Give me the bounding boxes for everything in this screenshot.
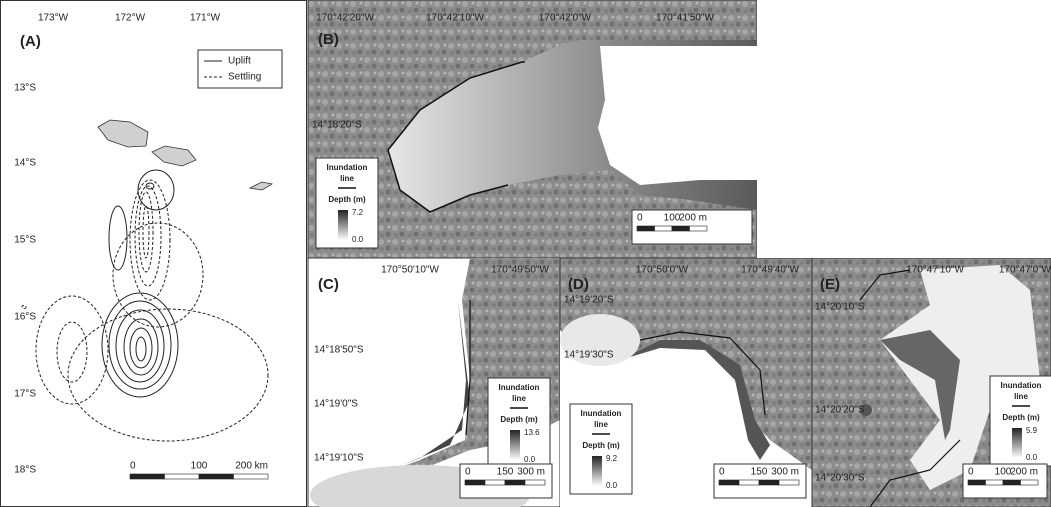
scale-segment <box>986 480 1004 485</box>
scale-segment <box>968 480 986 485</box>
scale-segment <box>690 226 708 231</box>
legend-max: 5.9 <box>1026 426 1038 435</box>
scale-segment <box>739 480 759 485</box>
blank-area <box>757 0 1051 258</box>
scale-label: 0 <box>465 467 471 478</box>
lon-label: 170°49'40"W <box>741 265 799 276</box>
scale-segment <box>1021 480 1039 485</box>
legend-title: Inundation <box>327 163 368 172</box>
depth-ramp <box>510 430 520 460</box>
scale-segment <box>1003 480 1021 485</box>
lon-label: 170°42'20"W <box>316 13 374 24</box>
depth-ramp <box>1012 428 1022 458</box>
scale-segment <box>130 474 165 479</box>
scale-segment <box>525 480 545 485</box>
legend-min: 0.0 <box>352 235 364 244</box>
panel-label: (A) <box>20 33 41 50</box>
lat-label: 14°19'10"S <box>314 453 364 464</box>
legend-title: line <box>340 174 354 183</box>
lat-label: 14°20'10"S <box>815 302 865 313</box>
lat-label: 14°19'0"S <box>314 399 358 410</box>
lat-label: 14°18'20"S <box>312 120 362 131</box>
legend-depth-title: Depth (m) <box>328 195 366 204</box>
lon-label: 170°41'50"W <box>656 13 714 24</box>
legend-title: Inundation <box>499 383 540 392</box>
scale-segment <box>637 226 655 231</box>
lon-label: 172°W <box>115 13 146 24</box>
scale-label: 100 <box>664 213 681 224</box>
lon-label: 170°50'10"W <box>381 265 439 276</box>
legend-title: Inundation <box>1001 381 1042 390</box>
lon-label: 170°42'0"W <box>539 13 592 24</box>
scale-label: 100 <box>191 461 208 472</box>
legend-title: Inundation <box>581 409 622 418</box>
scale-segment <box>165 474 200 479</box>
legend-depth-title: Depth (m) <box>500 415 538 424</box>
legend-title: line <box>1014 392 1028 401</box>
legend-title: line <box>594 420 608 429</box>
scale-label: 200 km <box>235 461 268 472</box>
scale-label: 0 <box>637 213 643 224</box>
scale-segment <box>719 480 739 485</box>
scale-segment <box>485 480 505 485</box>
depth-ramp <box>338 210 348 240</box>
scale-label: 200 m <box>1010 467 1038 478</box>
scale-label: 0 <box>130 461 136 472</box>
scale-segment <box>199 474 234 479</box>
panel-label: (E) <box>820 276 840 293</box>
lat-label: 14°18'50"S <box>314 345 364 356</box>
lat-label: 15°S <box>14 235 36 246</box>
scale-segment <box>234 474 269 479</box>
lon-label: 170°47'0"W <box>999 265 1051 276</box>
panel-label: (C) <box>318 276 339 293</box>
scale-label: 0 <box>968 467 974 478</box>
lat-label: 16°S <box>14 312 36 323</box>
legend-min: 0.0 <box>524 455 536 464</box>
lat-label: 14°20'30"S <box>815 473 865 484</box>
depth-ramp <box>592 456 602 486</box>
lat-label: 13°S <box>14 83 36 94</box>
legend-max: 7.2 <box>352 208 364 217</box>
legend-depth-title: Depth (m) <box>582 441 620 450</box>
lon-label: 170°49'50"W <box>491 265 549 276</box>
lon-label: 170°42'10"W <box>426 13 484 24</box>
legend-max: 13.6 <box>524 428 540 437</box>
scale-label: 150 <box>497 467 514 478</box>
lat-label: 17°S <box>14 389 36 400</box>
scale-segment <box>655 226 673 231</box>
lat-label: 14°19'20"S <box>564 295 614 306</box>
scale-label: 0 <box>719 467 725 478</box>
legend-label: Settling <box>228 72 261 83</box>
scale-segment <box>759 480 779 485</box>
legend-min: 0.0 <box>606 481 618 490</box>
scale-label: 150 <box>751 467 768 478</box>
panel-a: Uplift Settling (A) <box>1 1 307 507</box>
scale-label: 300 m <box>517 467 545 478</box>
legend-min: 0.0 <box>1026 453 1038 462</box>
scale-segment <box>672 226 690 231</box>
legend-depth-title: Depth (m) <box>1002 413 1040 422</box>
figure: Uplift Settling (A) 173°W 172°W 171°W 13°S 1… <box>0 0 1051 507</box>
lon-label: 170°50'0"W <box>636 265 689 276</box>
panel-label: (B) <box>318 31 339 48</box>
lat-label: 18°S <box>14 465 36 476</box>
lat-label: 14°20'20"S <box>815 405 865 416</box>
lon-label: 171°W <box>190 13 221 24</box>
legend-title: line <box>512 394 526 403</box>
scale-label: 300 m <box>771 467 799 478</box>
scale-label: 100 <box>995 467 1012 478</box>
lat-label: 14°19'30"S <box>564 350 614 361</box>
scale-segment <box>779 480 799 485</box>
panel-label: (D) <box>568 276 589 293</box>
lon-label: 173°W <box>38 13 69 24</box>
scale-segment <box>505 480 525 485</box>
scale-label: 200 m <box>679 213 707 224</box>
legend-max: 9.2 <box>606 454 618 463</box>
scale-segment <box>465 480 485 485</box>
legend-label: Uplift <box>228 56 251 67</box>
lat-label: 14°S <box>14 158 36 169</box>
lon-label: 170°47'10"W <box>906 265 964 276</box>
